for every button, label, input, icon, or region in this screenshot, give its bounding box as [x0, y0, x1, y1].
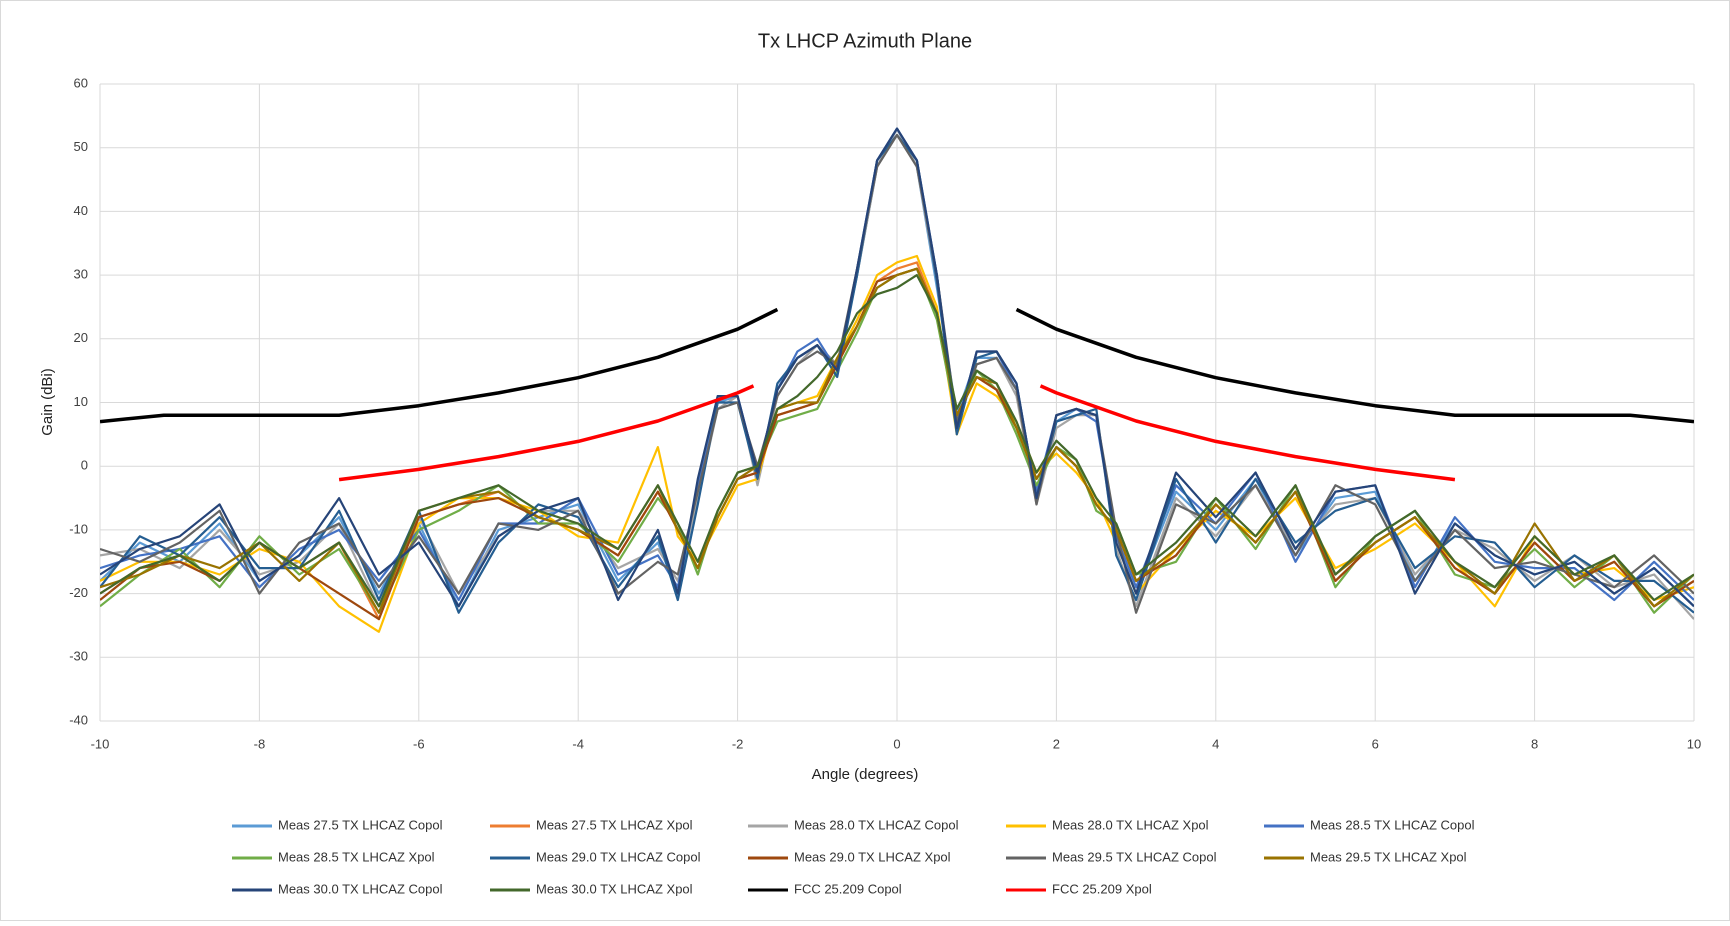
x-tick-label: 8 — [1531, 736, 1538, 751]
series-line — [100, 274, 1694, 608]
series-line — [100, 307, 1694, 424]
legend-label: Meas 29.0 TX LHCAZ Xpol — [794, 849, 951, 864]
x-tick-label: 2 — [1053, 736, 1060, 751]
series-line — [100, 127, 1694, 608]
legend-label: FCC 25.209 Copol — [794, 881, 902, 896]
y-axis-label: Gain (dBi) — [39, 368, 56, 436]
y-tick-label: 50 — [74, 139, 88, 154]
y-tick-label: 20 — [74, 330, 88, 345]
series-line — [338, 384, 1456, 482]
y-tick-label: 0 — [81, 458, 88, 473]
legend-label: Meas 29.5 TX LHCAZ Xpol — [1310, 849, 1467, 864]
x-tick-label: 10 — [1687, 736, 1701, 751]
x-axis-label: Angle (degrees) — [812, 766, 919, 783]
legend-label: Meas 29.0 TX LHCAZ Copol — [536, 849, 701, 864]
y-tick-label: -40 — [69, 712, 88, 727]
y-tick-label: -30 — [69, 649, 88, 664]
x-tick-label: -6 — [413, 736, 425, 751]
legend-label: Meas 28.0 TX LHCAZ Copol — [794, 817, 959, 832]
legend-label: Meas 28.5 TX LHCAZ Xpol — [278, 849, 435, 864]
y-tick-label: 60 — [74, 75, 88, 90]
y-tick-label: 10 — [74, 394, 88, 409]
legend-label: Meas 28.0 TX LHCAZ Xpol — [1052, 817, 1209, 832]
legend-label: Meas 27.5 TX LHCAZ Xpol — [536, 817, 693, 832]
plot-lines — [100, 127, 1694, 633]
legend-label: Meas 29.5 TX LHCAZ Copol — [1052, 849, 1217, 864]
legend-label: FCC 25.209 Xpol — [1052, 881, 1152, 896]
y-tick-label: -20 — [69, 585, 88, 600]
legend-label: Meas 27.5 TX LHCAZ Copol — [278, 817, 443, 832]
x-tick-label: -2 — [732, 736, 744, 751]
legend-label: Meas 30.0 TX LHCAZ Copol — [278, 881, 443, 896]
x-tick-label: -4 — [572, 736, 584, 751]
legend-label: Meas 28.5 TX LHCAZ Copol — [1310, 817, 1475, 832]
y-tick-label: 40 — [74, 203, 88, 218]
legend: Meas 27.5 TX LHCAZ Copol Meas 27.5 TX LHC… — [232, 817, 1475, 896]
series-line — [100, 133, 1694, 614]
x-tick-label: 4 — [1212, 736, 1219, 751]
chart-title: Tx LHCP Azimuth Plane — [758, 30, 972, 52]
legend-label: Meas 30.0 TX LHCAZ Xpol — [536, 881, 693, 896]
y-tick-label: 30 — [74, 267, 88, 282]
y-tick-label: -10 — [69, 521, 88, 536]
x-tick-label: -10 — [91, 736, 110, 751]
x-tick-label: 0 — [893, 736, 900, 751]
x-tick-label: 6 — [1372, 736, 1379, 751]
x-tick-label: -8 — [254, 736, 266, 751]
